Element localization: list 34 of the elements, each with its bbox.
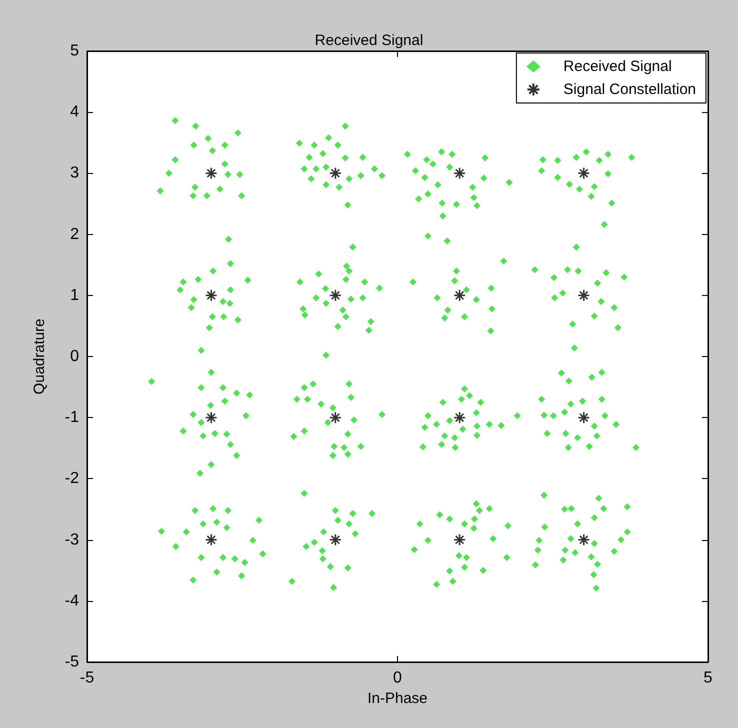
y-tick-label: -3 [64,531,80,548]
point [204,534,218,546]
point [578,289,590,302]
point [329,289,342,302]
point [329,166,342,180]
point [453,534,466,546]
point [578,534,590,546]
y-tick-label: -4 [64,592,80,610]
legend-label: Received Signal [563,58,672,75]
chart-title: Received Signal [314,32,424,49]
y-tick-label: 5 [70,42,80,60]
legend-label: Signal Constellation [563,81,696,98]
point [578,411,590,424]
point [204,289,218,302]
x-axis-title: In-Phase [367,690,428,707]
point [329,411,342,424]
y-tick-label: 4 [70,104,80,121]
point [204,411,218,424]
y-tick-label: 2 [70,226,80,243]
x-tick-label: 0 [393,670,402,686]
y-tick-label: 1 [70,286,80,304]
point [453,166,466,180]
point [578,166,590,180]
y-tick-label: -1 [64,409,80,426]
point [329,534,342,546]
y-tick-label: -5 [64,654,80,670]
y-tick-label: -2 [64,470,80,488]
point [453,411,466,424]
point [453,289,466,302]
y-tick-label: 0 [70,348,80,365]
x-tick-label: 5 [704,670,713,686]
point [204,166,218,180]
y-axis-title: Quadrature [31,318,48,394]
y-tick-label: 3 [70,164,80,182]
